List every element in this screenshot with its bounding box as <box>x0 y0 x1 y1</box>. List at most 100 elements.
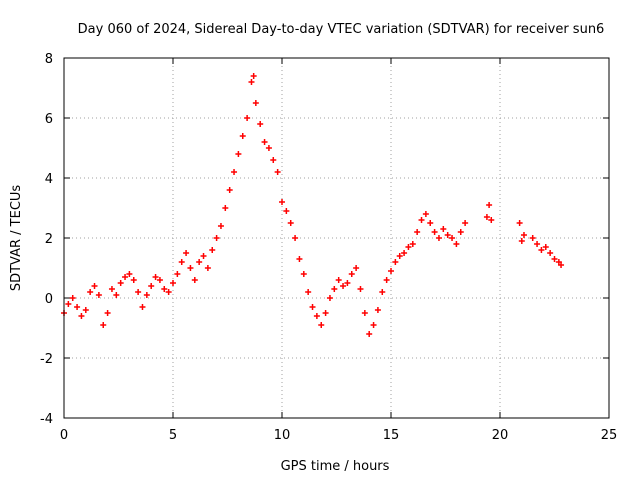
data-point <box>165 289 172 295</box>
data-point <box>209 247 216 253</box>
data-point <box>414 229 421 235</box>
data-point <box>143 292 150 298</box>
data-point <box>374 307 381 313</box>
data-point <box>431 229 438 235</box>
y-axis-label: SDTVAR / TECUs <box>9 185 24 292</box>
data-point <box>196 259 203 265</box>
data-point <box>139 304 146 310</box>
data-point <box>379 289 386 295</box>
x-axis-label: GPS time / hours <box>281 459 390 474</box>
data-point <box>516 220 523 226</box>
data-point <box>326 295 333 301</box>
data-point <box>462 220 469 226</box>
data-point <box>82 307 89 313</box>
data-point <box>235 151 242 157</box>
data-point <box>226 187 233 193</box>
y-tick-label: 0 <box>45 292 53 307</box>
x-tick-label: 0 <box>60 428 68 443</box>
data-point <box>309 304 316 310</box>
data-point <box>95 292 102 298</box>
data-point <box>453 241 460 247</box>
data-point <box>318 322 325 328</box>
data-point <box>265 145 272 151</box>
data-point <box>418 217 425 223</box>
data-point <box>409 241 416 247</box>
data-point <box>222 205 229 211</box>
data-point <box>100 322 107 328</box>
data-point <box>542 244 549 250</box>
y-tick-label: -2 <box>40 352 53 367</box>
data-point <box>366 331 373 337</box>
y-tick-label: 4 <box>45 172 53 187</box>
data-point <box>486 202 493 208</box>
data-point <box>357 286 364 292</box>
data-point <box>231 169 238 175</box>
data-point <box>200 253 207 259</box>
data-point <box>444 232 451 238</box>
data-point <box>340 283 347 289</box>
chart-title: Day 060 of 2024, Sidereal Day-to-day VTE… <box>78 22 605 37</box>
y-tick-label: -4 <box>40 412 53 427</box>
data-point <box>538 247 545 253</box>
data-point <box>300 271 307 277</box>
data-point <box>335 277 342 283</box>
data-point <box>135 289 142 295</box>
data-point <box>257 121 264 127</box>
data-point <box>331 286 338 292</box>
data-point <box>296 256 303 262</box>
data-point <box>322 310 329 316</box>
plot-frame <box>63 57 610 419</box>
x-tick-label: 25 <box>601 428 618 443</box>
data-point <box>87 289 94 295</box>
data-point <box>313 313 320 319</box>
data-points <box>61 73 565 337</box>
data-point <box>69 295 76 301</box>
data-point <box>551 256 558 262</box>
data-point <box>113 292 120 298</box>
x-tick-label: 10 <box>274 428 291 443</box>
data-point <box>217 223 224 229</box>
data-point <box>174 271 181 277</box>
data-point <box>161 286 168 292</box>
data-point <box>191 277 198 283</box>
data-point <box>261 139 268 145</box>
data-point <box>529 235 536 241</box>
data-point <box>283 208 290 214</box>
data-point <box>344 280 351 286</box>
data-point <box>422 211 429 217</box>
data-point <box>122 274 129 280</box>
x-tick-label: 5 <box>169 428 177 443</box>
data-point <box>252 100 259 106</box>
data-point <box>292 235 299 241</box>
data-point <box>156 277 163 283</box>
data-point <box>130 277 137 283</box>
x-tick-label: 15 <box>383 428 400 443</box>
data-point <box>270 157 277 163</box>
data-point <box>148 283 155 289</box>
data-point <box>239 133 246 139</box>
data-point <box>178 259 185 265</box>
data-point <box>518 238 525 244</box>
data-point <box>388 268 394 274</box>
data-point <box>396 253 403 259</box>
data-point <box>274 169 281 175</box>
data-point <box>405 244 412 250</box>
data-point <box>547 250 554 256</box>
data-point <box>74 304 81 310</box>
data-point <box>213 235 220 241</box>
y-tick-label: 2 <box>45 232 53 247</box>
data-point <box>244 115 251 121</box>
data-point <box>353 265 360 271</box>
x-tick-label: 20 <box>492 428 509 443</box>
data-point <box>558 262 565 268</box>
grid <box>64 58 609 418</box>
data-point <box>361 310 368 316</box>
data-point <box>126 271 133 277</box>
data-point <box>91 283 98 289</box>
data-point <box>435 235 442 241</box>
data-point <box>117 280 124 286</box>
data-point <box>457 229 464 235</box>
data-point <box>248 79 255 85</box>
data-point <box>520 232 527 238</box>
